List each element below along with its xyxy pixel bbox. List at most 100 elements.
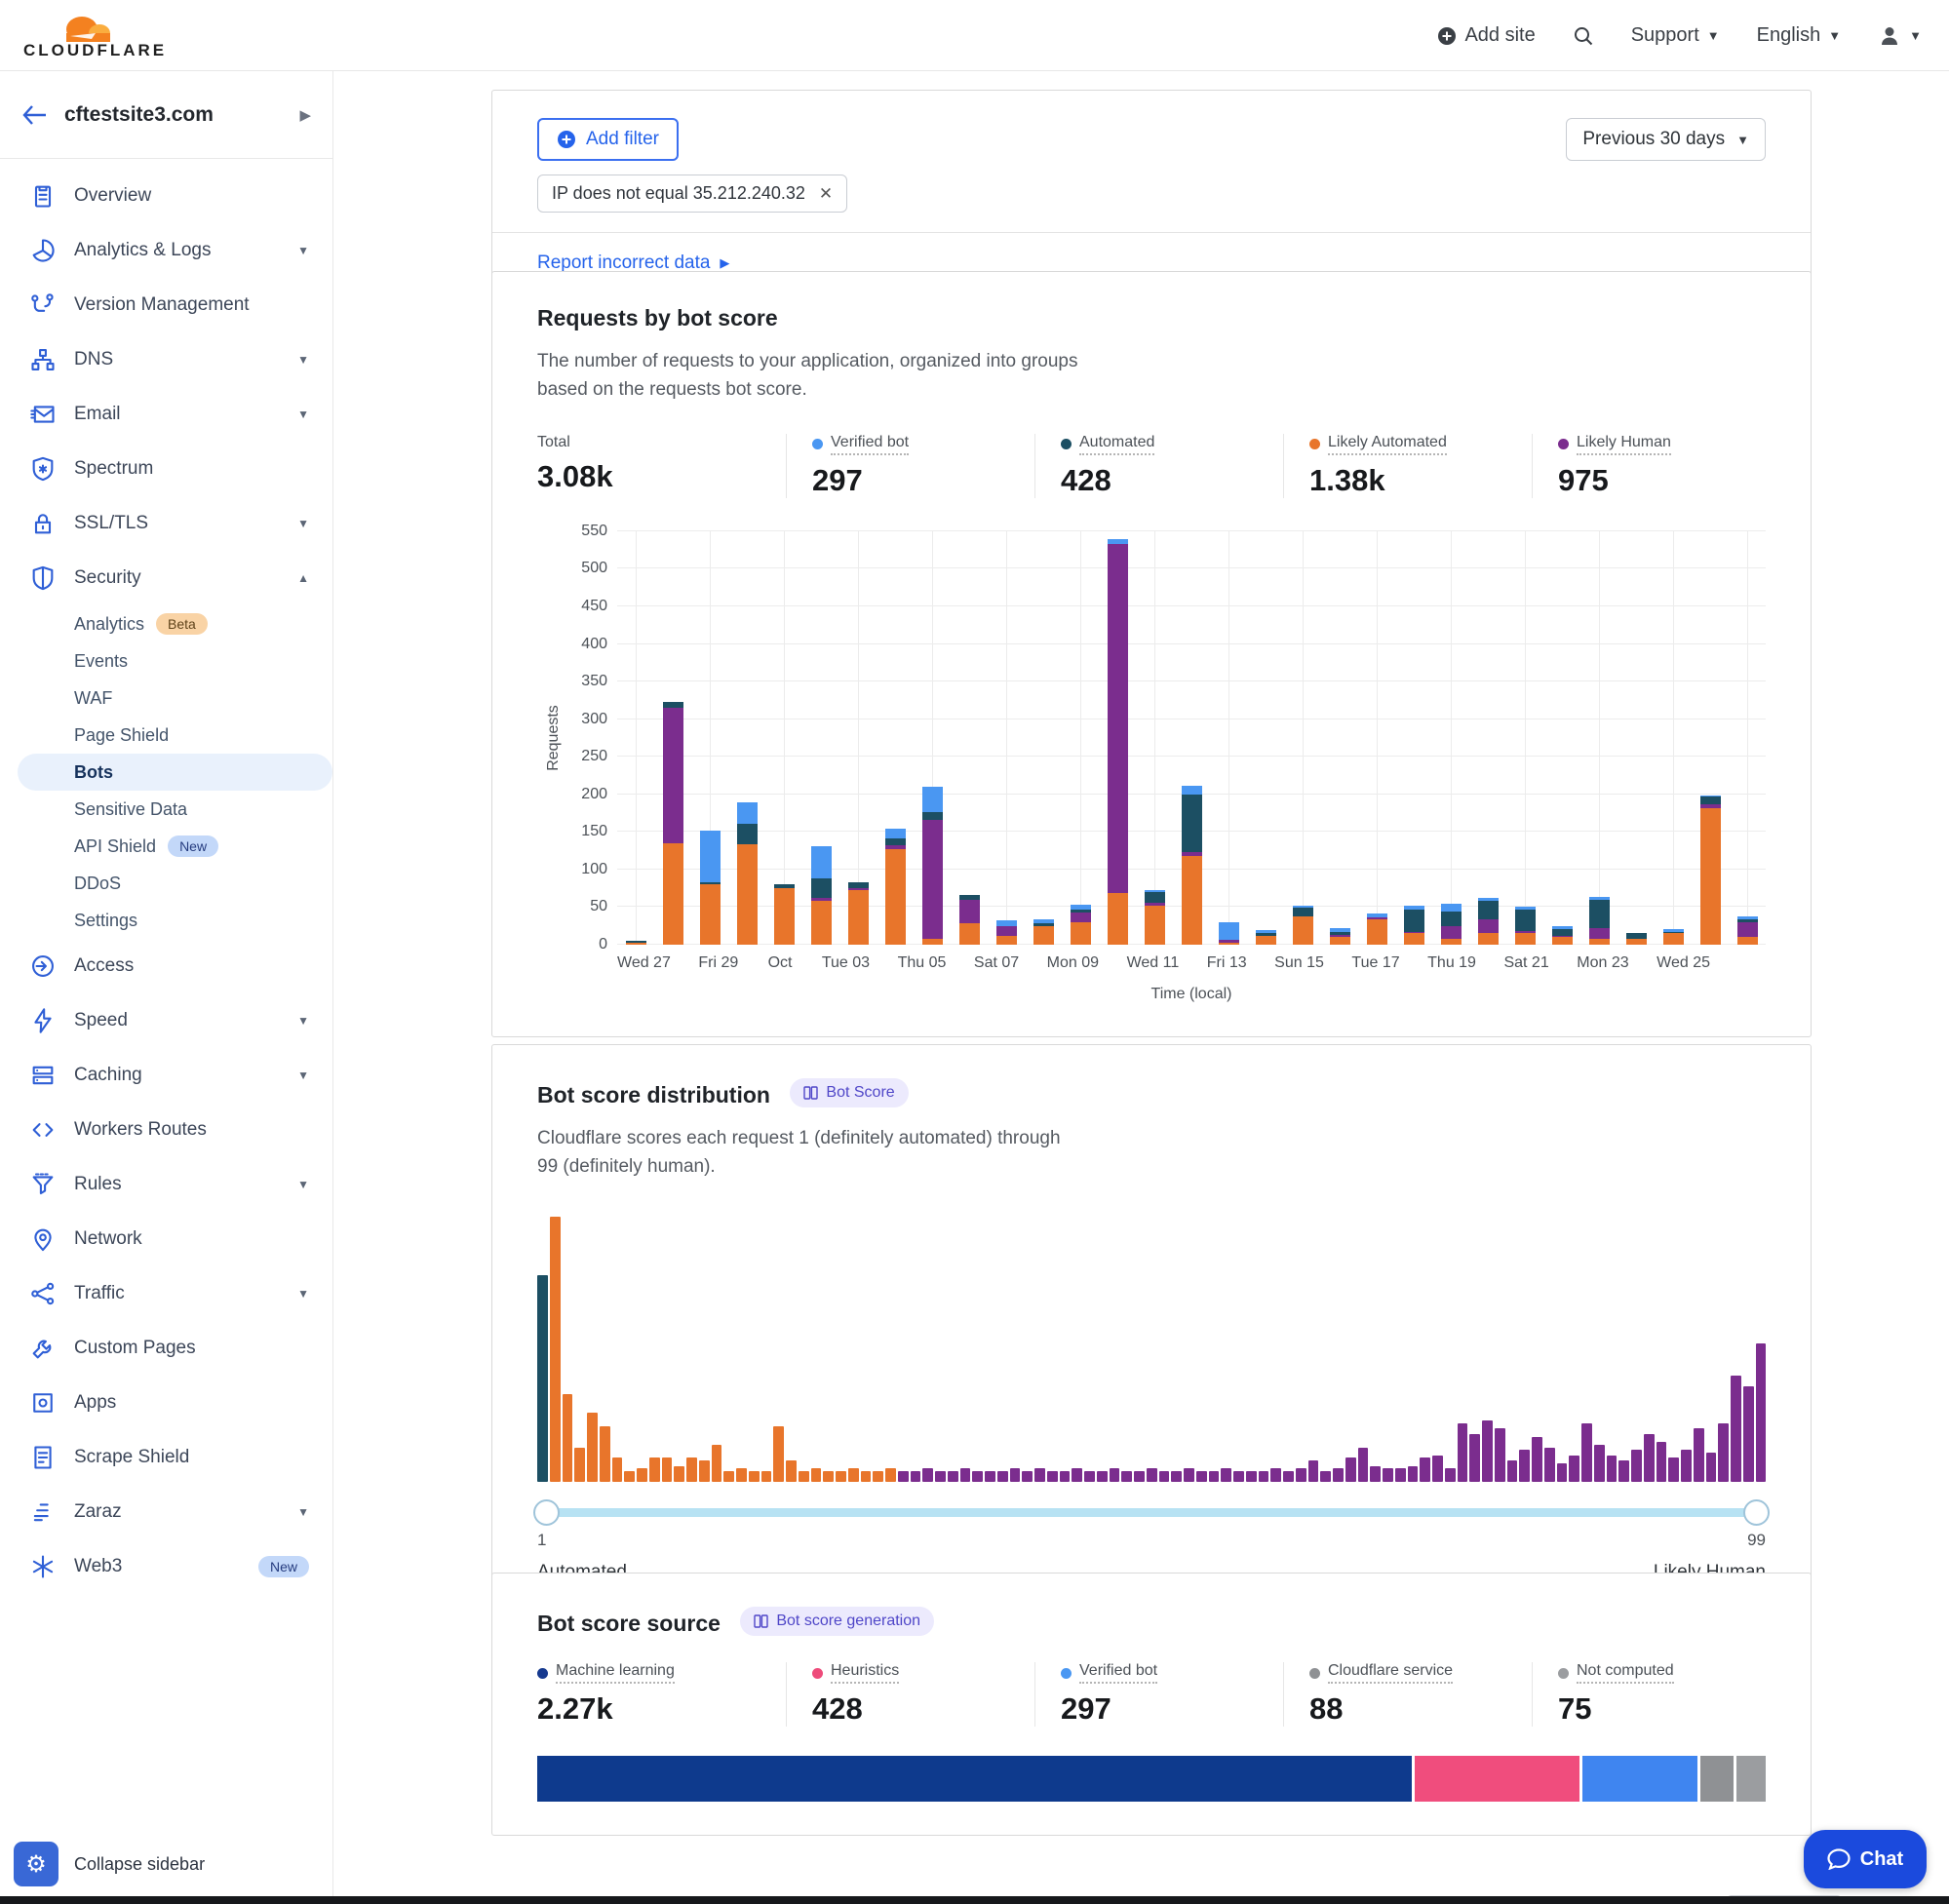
date-range-dropdown[interactable]: Previous 30 days ▼ — [1566, 118, 1766, 161]
histogram-bar-score-60[interactable] — [1270, 1468, 1281, 1482]
histogram-bar-score-77[interactable] — [1482, 1420, 1493, 1482]
histogram-bar-score-86[interactable] — [1593, 1444, 1605, 1482]
histogram-bar-score-43[interactable] — [1059, 1471, 1071, 1482]
search-button[interactable] — [1573, 25, 1594, 47]
histogram-bar-score-13[interactable] — [686, 1457, 697, 1482]
histogram-bar-score-83[interactable] — [1556, 1462, 1568, 1482]
slider-handle-min[interactable] — [533, 1498, 560, 1526]
stacked-bar[interactable] — [1551, 925, 1573, 945]
stacked-bar[interactable] — [958, 895, 980, 945]
histogram-bar-score-79[interactable] — [1506, 1460, 1518, 1482]
sidebar-item-network[interactable]: Network — [0, 1212, 332, 1266]
histogram-bar-score-4[interactable] — [574, 1447, 585, 1482]
histogram-bar-score-80[interactable] — [1519, 1450, 1530, 1482]
histogram-bar-score-89[interactable] — [1631, 1450, 1642, 1482]
filter-chip[interactable]: IP does not equal 35.212.240.32 ✕ — [537, 175, 848, 213]
sidebar-item-version-management[interactable]: Version Management — [0, 278, 332, 332]
stacked-bar[interactable] — [1514, 906, 1536, 945]
stacked-bar[interactable] — [884, 829, 906, 945]
histogram-bar-score-14[interactable] — [698, 1460, 710, 1482]
sidebar-item-bots[interactable]: Bots — [18, 754, 332, 791]
stacked-bar[interactable] — [699, 831, 721, 945]
histogram-bar-score-64[interactable] — [1320, 1471, 1331, 1482]
histogram-bar-score-9[interactable] — [637, 1468, 647, 1482]
sidebar-item-spectrum[interactable]: Spectrum — [0, 442, 332, 496]
histogram-bar-score-57[interactable] — [1233, 1471, 1244, 1482]
sidebar-item-ssl-tls[interactable]: SSL/TLS ▼ — [0, 496, 332, 551]
sidebar-item-caching[interactable]: Caching ▼ — [0, 1048, 332, 1103]
histogram-bar-score-68[interactable] — [1370, 1465, 1381, 1482]
stacked-bar[interactable] — [1144, 890, 1165, 945]
stacked-bar[interactable] — [736, 802, 758, 945]
sidebar-item-scrape-shield[interactable]: Scrape Shield — [0, 1430, 332, 1485]
histogram-bar-score-1[interactable] — [537, 1274, 548, 1482]
histogram-bar-score-62[interactable] — [1295, 1468, 1306, 1482]
stacked-bar[interactable] — [1588, 897, 1610, 945]
histogram-bar-score-81[interactable] — [1532, 1436, 1542, 1482]
histogram-bar-score-74[interactable] — [1444, 1468, 1456, 1482]
histogram-bar-score-53[interactable] — [1184, 1468, 1194, 1482]
sidebar-item-events[interactable]: Events — [0, 642, 332, 680]
add-filter-button[interactable]: Add filter — [537, 118, 679, 161]
language-menu[interactable]: English ▼ — [1756, 24, 1842, 46]
histogram-bar-score-45[interactable] — [1084, 1471, 1095, 1482]
histogram-bar-score-73[interactable] — [1432, 1455, 1443, 1482]
histogram-bar-score-95[interactable] — [1705, 1452, 1717, 1482]
source-segment-not-computed[interactable] — [1736, 1756, 1766, 1802]
histogram-bar-score-98[interactable] — [1742, 1385, 1754, 1482]
histogram-bar-score-12[interactable] — [674, 1465, 684, 1482]
stacked-bar[interactable] — [1440, 904, 1462, 945]
histogram-bar-score-7[interactable] — [611, 1457, 623, 1482]
slider-track[interactable] — [537, 1507, 1766, 1517]
histogram-bar-score-78[interactable] — [1494, 1428, 1505, 1482]
sidebar-item-page-shield[interactable]: Page Shield — [0, 717, 332, 754]
stat-label-text[interactable]: Cloudflare service — [1328, 1662, 1454, 1684]
histogram-bar-score-44[interactable] — [1072, 1468, 1082, 1482]
add-site-button[interactable]: Add site — [1437, 24, 1536, 47]
sidebar-item-analytics[interactable]: Analytics Beta — [0, 605, 332, 642]
source-segment-machine-learning[interactable] — [537, 1756, 1413, 1802]
histogram-bar-score-40[interactable] — [1022, 1471, 1033, 1482]
histogram-bar-score-39[interactable] — [1009, 1468, 1021, 1482]
histogram-bar-score-70[interactable] — [1394, 1468, 1406, 1482]
sidebar-item-waf[interactable]: WAF — [0, 680, 332, 717]
stat-label-text[interactable]: Not computed — [1577, 1662, 1674, 1684]
histogram-bar-score-2[interactable] — [549, 1216, 561, 1482]
stat-label-text[interactable]: Likely Human — [1577, 434, 1671, 455]
stat-label-text[interactable]: Automated — [1079, 434, 1155, 455]
stacked-bar[interactable] — [1033, 919, 1054, 945]
sidebar-item-workers-routes[interactable]: Workers Routes — [0, 1103, 332, 1157]
sidebar-item-sensitive-data[interactable]: Sensitive Data — [0, 791, 332, 828]
source-segment-heuristics[interactable] — [1415, 1756, 1580, 1802]
source-segment-cloudflare-service[interactable] — [1699, 1756, 1735, 1802]
collapse-sidebar-row[interactable]: ⚙ Collapse sidebar — [0, 1832, 332, 1896]
histogram-bar-score-61[interactable] — [1283, 1471, 1294, 1482]
histogram-bar-score-69[interactable] — [1383, 1468, 1393, 1482]
stacked-bar[interactable] — [1477, 898, 1499, 945]
chevron-right-icon[interactable]: ▶ — [299, 106, 311, 124]
histogram-bar-score-26[interactable] — [847, 1468, 859, 1482]
histogram-bar-score-21[interactable] — [786, 1460, 797, 1482]
stacked-bar[interactable] — [847, 881, 869, 945]
histogram-bar-score-15[interactable] — [711, 1444, 722, 1482]
histogram-bar-score-93[interactable] — [1681, 1450, 1692, 1482]
stacked-bar[interactable] — [662, 701, 683, 945]
histogram-bar-score-23[interactable] — [810, 1468, 822, 1482]
histogram-bar-score-22[interactable] — [798, 1471, 809, 1482]
histogram-bar-score-92[interactable] — [1668, 1457, 1679, 1482]
histogram-bar-score-72[interactable] — [1420, 1457, 1430, 1482]
sidebar-item-speed[interactable]: Speed ▼ — [0, 993, 332, 1048]
stacked-bar[interactable] — [1403, 905, 1424, 945]
stat-label-text[interactable]: Verified bot — [831, 434, 910, 455]
sidebar-item-dns[interactable]: DNS ▼ — [0, 332, 332, 387]
histogram-bar-score-32[interactable] — [922, 1468, 933, 1482]
histogram-bar-score-47[interactable] — [1109, 1468, 1120, 1482]
stacked-bar[interactable] — [773, 884, 795, 945]
histogram-bar-score-94[interactable] — [1693, 1428, 1704, 1482]
sidebar-item-api-shield[interactable]: API Shield New — [0, 828, 332, 865]
histogram-bar-score-42[interactable] — [1046, 1471, 1058, 1482]
stat-label-text[interactable]: Machine learning — [556, 1662, 675, 1684]
histogram-bar-score-48[interactable] — [1121, 1471, 1132, 1482]
sidebar-item-custom-pages[interactable]: Custom Pages — [0, 1321, 332, 1376]
sidebar-item-security[interactable]: Security ▲ — [0, 551, 332, 605]
